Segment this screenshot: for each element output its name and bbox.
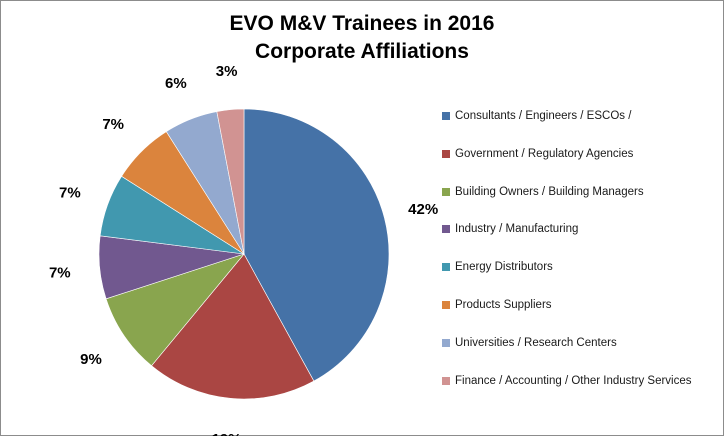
pie-slice <box>105 253 245 367</box>
pie-slice <box>216 108 245 255</box>
pie-data-label: 3% <box>216 63 238 80</box>
pie-data-label: 42% <box>408 201 438 218</box>
legend-item: Building Owners / Building Managers <box>442 184 644 200</box>
pie-data-label: 7% <box>59 184 81 201</box>
legend-swatch <box>442 187 450 196</box>
pie-data-label: 6% <box>165 75 187 92</box>
legend-item: Industry / Manufacturing <box>442 221 578 237</box>
legend-item: Universities / Research Centers <box>442 335 617 351</box>
legend-label: Building Owners / Building Managers <box>455 185 644 198</box>
pie-data-label: 7% <box>49 264 71 281</box>
legend-swatch <box>442 149 450 158</box>
legend-label: Industry / Manufacturing <box>455 223 579 236</box>
legend-label: Government / Regulatory Agencies <box>455 147 634 160</box>
legend-item: Government / Regulatory Agencies <box>442 146 633 162</box>
pie-data-label: 7% <box>102 116 124 133</box>
legend-label: Products Suppliers <box>455 299 552 311</box>
legend-label: Consultants / Engineers / ESCOs / <box>455 110 632 122</box>
legend-label: Finance / Accounting / Other Industry Se… <box>455 374 692 387</box>
pie-slices <box>98 108 390 400</box>
legend-item: Consultants / Engineers / ESCOs / <box>442 108 631 124</box>
legend-item: Energy Distributors <box>442 259 553 275</box>
pie-data-label: 19% <box>212 431 242 436</box>
legend-label: Universities / Research Centers <box>455 336 617 349</box>
chart-title-line-2: Corporate Affiliations <box>255 40 469 63</box>
legend-item: Products Suppliers <box>442 297 552 313</box>
legend-swatch <box>442 338 450 347</box>
legend-swatch <box>442 112 450 120</box>
pie-slice <box>151 253 315 400</box>
legend-item: Finance / Accounting / Other Industry Se… <box>442 373 692 389</box>
legend-swatch <box>442 301 450 309</box>
pie-data-label: 9% <box>80 351 102 368</box>
legend-label: Energy Distributors <box>455 261 553 274</box>
legend-swatch <box>442 225 450 234</box>
chart-title: EVO M&V Trainees in 2016 Corporate Affil… <box>0 10 724 66</box>
legend-swatch <box>442 263 450 272</box>
legend-swatch <box>442 376 450 385</box>
chart-title-line-1: EVO M&V Trainees in 2016 <box>229 12 495 35</box>
pie-slice <box>243 108 390 382</box>
pie-data-labels: 42% 19% 9% 7% 7% 7% 6% 3% <box>49 63 438 436</box>
